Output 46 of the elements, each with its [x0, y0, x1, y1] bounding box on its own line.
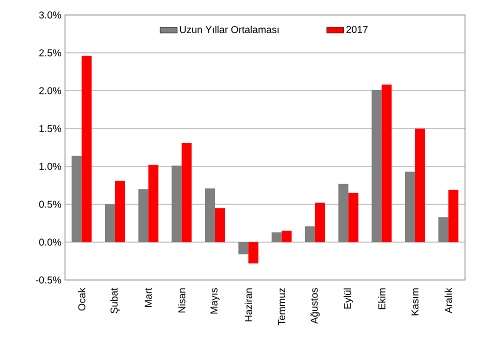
y-tick-label: 3.0%: [39, 11, 62, 19]
bar: [138, 189, 148, 242]
bar: [215, 208, 226, 242]
legend-label: Uzun Yıllar Ortalaması: [180, 26, 279, 34]
x-tick-label: Aralık: [444, 288, 452, 314]
bar: [248, 242, 258, 264]
y-tick-label: 2.0%: [39, 87, 62, 94]
y-tick-label: 1.0%: [40, 162, 62, 170]
x-tick-label: Haziran: [244, 288, 252, 322]
bar: [405, 172, 416, 242]
legend-label: 2017: [346, 26, 368, 33]
x-tick-label: Temmuz: [278, 288, 286, 326]
bar: [415, 128, 426, 242]
x-tick-label: Şubat: [110, 288, 120, 314]
x-tick-label: Ocak: [78, 288, 86, 311]
bar: [315, 202, 326, 242]
bar: [348, 192, 358, 242]
bar: [115, 180, 125, 242]
bar: [82, 56, 92, 242]
y-tick-label: 0.5%: [39, 200, 62, 208]
bar: [438, 217, 448, 242]
bar: [172, 166, 182, 242]
x-tick-label: Kasım: [412, 288, 418, 316]
bar: [338, 184, 348, 242]
x-tick-label: Mayıs: [210, 288, 220, 314]
x-tick-label: Nisan: [178, 288, 186, 312]
x-tick-label: Ekim: [378, 288, 386, 310]
bar: [305, 226, 316, 242]
bar: [105, 204, 115, 242]
y-tick-label: 0.0%: [39, 238, 62, 246]
bar: [272, 232, 282, 242]
y-tick-label: -0.5%: [36, 276, 62, 284]
bar: [448, 190, 458, 242]
x-tick-label: Eylül: [344, 288, 353, 309]
bar: [182, 142, 192, 242]
bar: [148, 164, 158, 242]
y-tick-label: 1.5%: [40, 125, 62, 132]
bar: [238, 242, 248, 254]
bar: [282, 230, 292, 242]
x-tick-label: Mart: [144, 288, 152, 307]
y-tick-label: 2.5%: [39, 49, 62, 56]
bar: [372, 90, 382, 242]
x-tick-label: Ağustos: [310, 288, 320, 324]
bar: [205, 188, 216, 242]
bar: [382, 84, 392, 242]
bar: [72, 156, 82, 242]
